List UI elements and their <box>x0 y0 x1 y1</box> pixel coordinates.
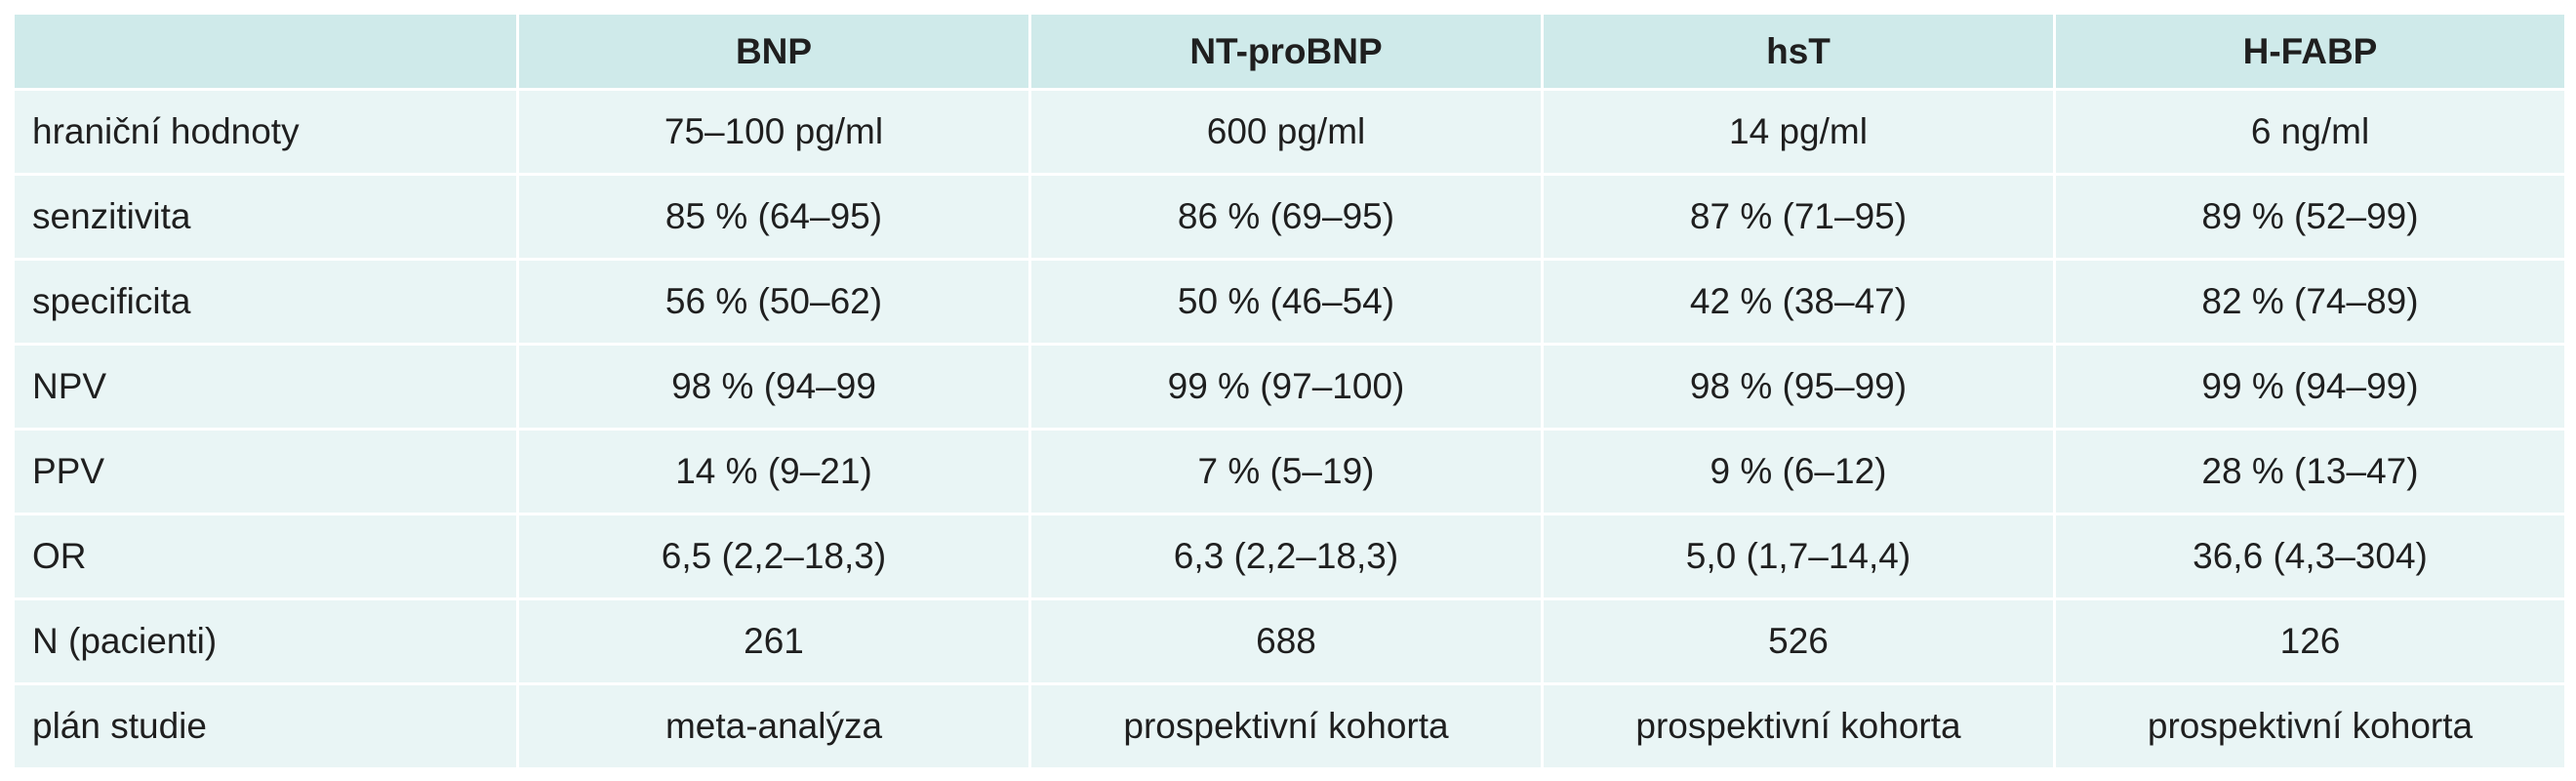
table-cell: 6,3 (2,2–18,3) <box>1028 513 1544 600</box>
biomarker-table: BNP NT-proBNP hsT H-FABP hraniční hodnot… <box>12 12 2567 770</box>
column-header-nt-probnp: NT-proBNP <box>1028 12 1544 91</box>
table-cell: 98 % (95–99) <box>1541 343 2056 431</box>
table-cell: 28 % (13–47) <box>2053 428 2567 515</box>
row-label-cutoff: hraniční hodnoty <box>12 88 519 176</box>
table-row: hraniční hodnoty 75–100 pg/ml 600 pg/ml … <box>12 88 2567 176</box>
table-cell: 85 % (64–95) <box>516 173 1031 261</box>
row-label-study-design: plán studie <box>12 682 519 770</box>
table-row: OR 6,5 (2,2–18,3) 6,3 (2,2–18,3) 5,0 (1,… <box>12 513 2567 600</box>
row-label-or: OR <box>12 513 519 600</box>
table-cell: 6,5 (2,2–18,3) <box>516 513 1031 600</box>
row-label-specificity: specificita <box>12 258 519 346</box>
table-cell: prospektivní kohorta <box>1028 682 1544 770</box>
header-corner-cell <box>12 12 519 91</box>
table-cell: 86 % (69–95) <box>1028 173 1544 261</box>
column-header-bnp: BNP <box>516 12 1031 91</box>
table-cell: meta-analýza <box>516 682 1031 770</box>
column-header-hst: hsT <box>1541 12 2056 91</box>
table-cell: 261 <box>516 597 1031 685</box>
table-row: NPV 98 % (94–99 99 % (97–100) 98 % (95–9… <box>12 343 2567 431</box>
row-label-ppv: PPV <box>12 428 519 515</box>
table-cell: prospektivní kohorta <box>1541 682 2056 770</box>
table-cell: 14 % (9–21) <box>516 428 1031 515</box>
table-cell: prospektivní kohorta <box>2053 682 2567 770</box>
table-cell: 42 % (38–47) <box>1541 258 2056 346</box>
table-cell: 50 % (46–54) <box>1028 258 1544 346</box>
table-cell: 82 % (74–89) <box>2053 258 2567 346</box>
table-row: N (pacienti) 261 688 526 126 <box>12 597 2567 685</box>
table-cell: 56 % (50–62) <box>516 258 1031 346</box>
table-cell: 526 <box>1541 597 2056 685</box>
table-cell: 126 <box>2053 597 2567 685</box>
table-header-row: BNP NT-proBNP hsT H-FABP <box>12 12 2567 91</box>
row-label-npv: NPV <box>12 343 519 431</box>
table-cell: 688 <box>1028 597 1544 685</box>
table-cell: 98 % (94–99 <box>516 343 1031 431</box>
table-cell: 6 ng/ml <box>2053 88 2567 176</box>
table-row: senzitivita 85 % (64–95) 86 % (69–95) 87… <box>12 173 2567 261</box>
table-cell: 14 pg/ml <box>1541 88 2056 176</box>
table-cell: 36,6 (4,3–304) <box>2053 513 2567 600</box>
column-header-h-fabp: H-FABP <box>2053 12 2567 91</box>
table-cell: 9 % (6–12) <box>1541 428 2056 515</box>
table-row: plán studie meta-analýza prospektivní ko… <box>12 682 2567 770</box>
table-cell: 99 % (97–100) <box>1028 343 1544 431</box>
table-row: specificita 56 % (50–62) 50 % (46–54) 42… <box>12 258 2567 346</box>
table-row: PPV 14 % (9–21) 7 % (5–19) 9 % (6–12) 28… <box>12 428 2567 515</box>
row-label-sensitivity: senzitivita <box>12 173 519 261</box>
table-cell: 87 % (71–95) <box>1541 173 2056 261</box>
table-cell: 5,0 (1,7–14,4) <box>1541 513 2056 600</box>
table-cell: 75–100 pg/ml <box>516 88 1031 176</box>
table-cell: 99 % (94–99) <box>2053 343 2567 431</box>
biomarker-table-container: BNP NT-proBNP hsT H-FABP hraniční hodnot… <box>12 12 2567 770</box>
row-label-patients: N (pacienti) <box>12 597 519 685</box>
table-cell: 89 % (52–99) <box>2053 173 2567 261</box>
table-cell: 7 % (5–19) <box>1028 428 1544 515</box>
table-cell: 600 pg/ml <box>1028 88 1544 176</box>
